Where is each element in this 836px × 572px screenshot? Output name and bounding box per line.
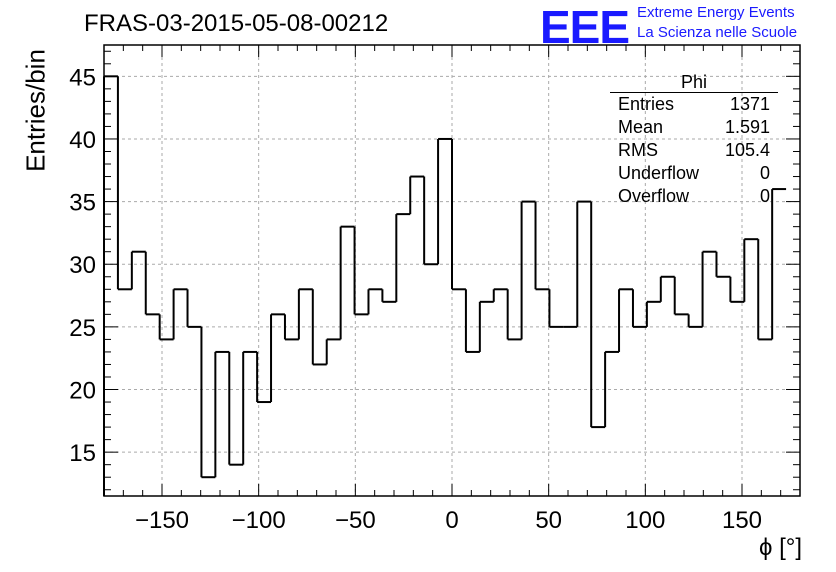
y-tick-label: 20 (69, 378, 96, 405)
logo-line-2: La Scienza nelle Scuole (637, 24, 798, 41)
histogram-bin (144, 251, 160, 316)
stats-row-underflow: Underflow 0 (610, 162, 778, 185)
histogram-bin (729, 276, 745, 303)
eee-logo: EEE (540, 1, 630, 53)
histogram-bin (200, 326, 216, 479)
entries-value: 1371 (729, 94, 770, 114)
axes: −150 −100 −50 0 50 100 150 15 20 25 30 35 40 45 (69, 44, 801, 534)
plot-title: FRAS-03-2015-05-08-00212 (84, 10, 389, 37)
y-tick-label: 30 (69, 252, 96, 279)
histogram-bin (339, 225, 355, 340)
y-tick-label: 25 (69, 315, 96, 342)
histogram-bin (256, 351, 272, 404)
histogram-bin (242, 350, 258, 465)
histogram-bin (311, 289, 327, 366)
x-tick-label: −100 (232, 507, 286, 534)
x-tick-label: −150 (135, 507, 189, 534)
histogram-bin (548, 289, 564, 328)
entries-label: Entries (618, 94, 675, 114)
histogram-bin (395, 213, 411, 302)
histogram-bin (172, 288, 188, 340)
histogram-bin (757, 239, 773, 341)
stats-row-rms: RMS 105.4 (610, 139, 778, 162)
y-tick-label: 15 (69, 440, 96, 467)
histogram-bin (631, 289, 647, 328)
histogram-bin (534, 201, 550, 291)
x-axis-label: ϕ [°] (758, 534, 802, 561)
histogram-bin (618, 288, 633, 352)
underflow-label: Underflow (618, 163, 700, 183)
y-axis-label: Entries/bin (20, 49, 51, 172)
histogram-bin (381, 289, 397, 303)
mean-value: 1.591 (724, 117, 770, 137)
histogram-bin (325, 338, 341, 365)
histogram-bin (228, 351, 244, 466)
histogram-bin (116, 76, 132, 291)
stats-row-overflow: Overflow 0 (610, 185, 778, 208)
x-tick-label: 150 (722, 507, 762, 534)
x-tick-label: 100 (625, 507, 665, 534)
histogram-bin (506, 289, 522, 341)
histogram-bin (604, 350, 620, 428)
y-tick-label: 35 (69, 190, 96, 217)
histogram-bin (186, 289, 202, 328)
stats-name: Phi (610, 72, 778, 93)
x-tick-label: 50 (535, 507, 562, 534)
mean-label: Mean (618, 117, 664, 137)
stats-row-mean: Mean 1.591 (610, 116, 778, 139)
y-tick-label: 40 (69, 127, 96, 154)
histogram-bin (367, 288, 383, 315)
logo-line-1: Extreme Energy Events (637, 4, 795, 21)
histogram-bin (590, 201, 606, 429)
histogram-bin (743, 238, 759, 302)
histogram-bin (214, 350, 230, 478)
histogram-bin (771, 188, 787, 340)
histogram-bin (492, 288, 508, 302)
histogram-bin (451, 138, 466, 291)
y-tick-label: 45 (69, 64, 96, 91)
histogram-bin (478, 300, 494, 352)
stats-row-entries: Entries 1371 (610, 93, 778, 116)
histogram-bin (576, 200, 592, 327)
histogram-bin (353, 226, 369, 316)
histogram-bin (423, 176, 439, 266)
histogram-bin (687, 314, 703, 328)
histogram-bin (659, 275, 675, 302)
stats-box: Phi Entries 1371 Mean 1.591 RMS 105.4 Un… (610, 72, 778, 208)
underflow-value: 0 (759, 163, 770, 183)
histogram-bin (297, 288, 313, 340)
x-tick-label: −50 (335, 507, 376, 534)
histogram-bin (270, 313, 285, 403)
histogram-bin (130, 250, 146, 290)
histogram-bin (645, 300, 661, 327)
histogram-bin (283, 314, 299, 341)
rms-label: RMS (618, 140, 658, 160)
overflow-value: 0 (759, 186, 770, 206)
histogram-bin (715, 251, 731, 278)
histogram-bin (409, 175, 425, 215)
rms-value: 105.4 (724, 140, 770, 160)
histogram-bin (520, 200, 536, 340)
histogram-bin (437, 137, 452, 265)
histogram-bin (673, 276, 689, 316)
histogram-bin (158, 314, 174, 341)
overflow-label: Overflow (618, 186, 690, 206)
x-tick-label: 0 (445, 507, 458, 534)
histogram-bin (464, 289, 480, 353)
histogram-bin (701, 250, 717, 327)
